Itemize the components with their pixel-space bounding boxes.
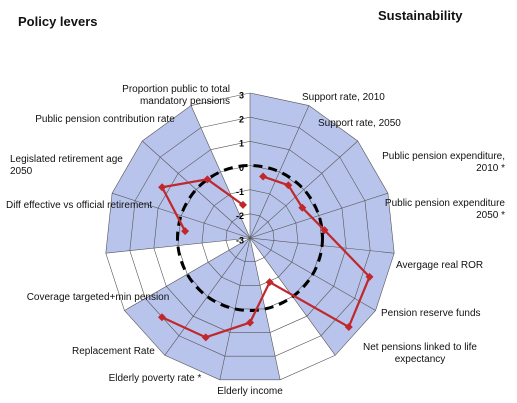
point bbox=[265, 278, 274, 287]
sector bbox=[142, 105, 250, 238]
point bbox=[157, 313, 166, 322]
sector bbox=[250, 238, 376, 356]
point bbox=[158, 183, 167, 192]
r-tick-label: -2 bbox=[236, 211, 244, 221]
r-tick-label: -3 bbox=[236, 235, 244, 245]
series-line bbox=[160, 178, 244, 232]
axis-label: Support rate, 2010 bbox=[302, 92, 385, 103]
axis-label: Diff effective vs official retirement bbox=[6, 200, 153, 211]
r-tick-label: 3 bbox=[239, 90, 244, 100]
point bbox=[320, 226, 329, 235]
axis-label: Public pension contribution rate bbox=[35, 114, 175, 125]
spoke bbox=[112, 192, 251, 239]
grid-ring bbox=[153, 141, 347, 333]
point bbox=[201, 333, 210, 342]
spoke bbox=[190, 105, 251, 239]
axis-label: Replacement Rate bbox=[72, 346, 155, 357]
axis-label: Support rate, 2050 bbox=[318, 118, 401, 129]
axis-label: Pension reserve funds bbox=[381, 308, 481, 319]
sector bbox=[250, 105, 358, 238]
grid-ring bbox=[177, 165, 323, 310]
point bbox=[181, 227, 190, 236]
series-line bbox=[161, 175, 371, 339]
sector bbox=[250, 238, 336, 380]
point bbox=[284, 181, 293, 190]
point bbox=[298, 203, 307, 212]
reference-circle bbox=[176, 164, 324, 312]
sector bbox=[191, 93, 250, 238]
axis-label: Avergage real ROR bbox=[396, 260, 484, 271]
r-tick-label: 0 bbox=[239, 163, 244, 173]
axis-label: Coverage targeted+min pension bbox=[26, 292, 170, 303]
point bbox=[344, 322, 353, 331]
r-tick-label: -1 bbox=[236, 187, 244, 197]
grid-ring bbox=[201, 189, 299, 286]
axis-label: Elderly income bbox=[217, 386, 283, 397]
grid-ring bbox=[129, 116, 371, 357]
spoke bbox=[249, 192, 388, 239]
r-tick-label: 2 bbox=[239, 115, 244, 125]
axis-label: Public pension expenditure 2050 * bbox=[384, 198, 505, 221]
sector bbox=[164, 238, 250, 380]
spoke bbox=[105, 237, 251, 254]
sector bbox=[250, 238, 395, 311]
r-tick-label: 1 bbox=[239, 139, 244, 149]
spoke bbox=[249, 105, 310, 239]
point bbox=[365, 272, 374, 281]
sector bbox=[112, 140, 250, 238]
axis-label: Net pensions linked to life expectancy bbox=[363, 342, 477, 365]
axis-label: Elderly poverty rate * bbox=[108, 373, 202, 384]
axis-label: Public pension expenditure, 2010 * bbox=[382, 151, 505, 174]
spoke bbox=[142, 140, 251, 239]
axis-label: Legislated retirement age 2050 bbox=[10, 154, 123, 177]
spoke bbox=[124, 237, 251, 311]
sector bbox=[250, 93, 309, 238]
sector bbox=[105, 238, 250, 311]
point bbox=[238, 200, 247, 209]
spoke bbox=[164, 237, 251, 356]
sector bbox=[124, 238, 250, 356]
point bbox=[259, 172, 268, 181]
left-title: Policy levers bbox=[18, 14, 98, 29]
grid-ring bbox=[105, 92, 395, 381]
right-title: Sustainability bbox=[378, 8, 463, 23]
axis-label: Proportion public to total mandatory pen… bbox=[122, 84, 230, 107]
point bbox=[203, 175, 212, 184]
spoke bbox=[249, 140, 358, 239]
sector bbox=[250, 140, 388, 238]
grid-ring bbox=[225, 213, 275, 262]
point bbox=[246, 318, 254, 327]
